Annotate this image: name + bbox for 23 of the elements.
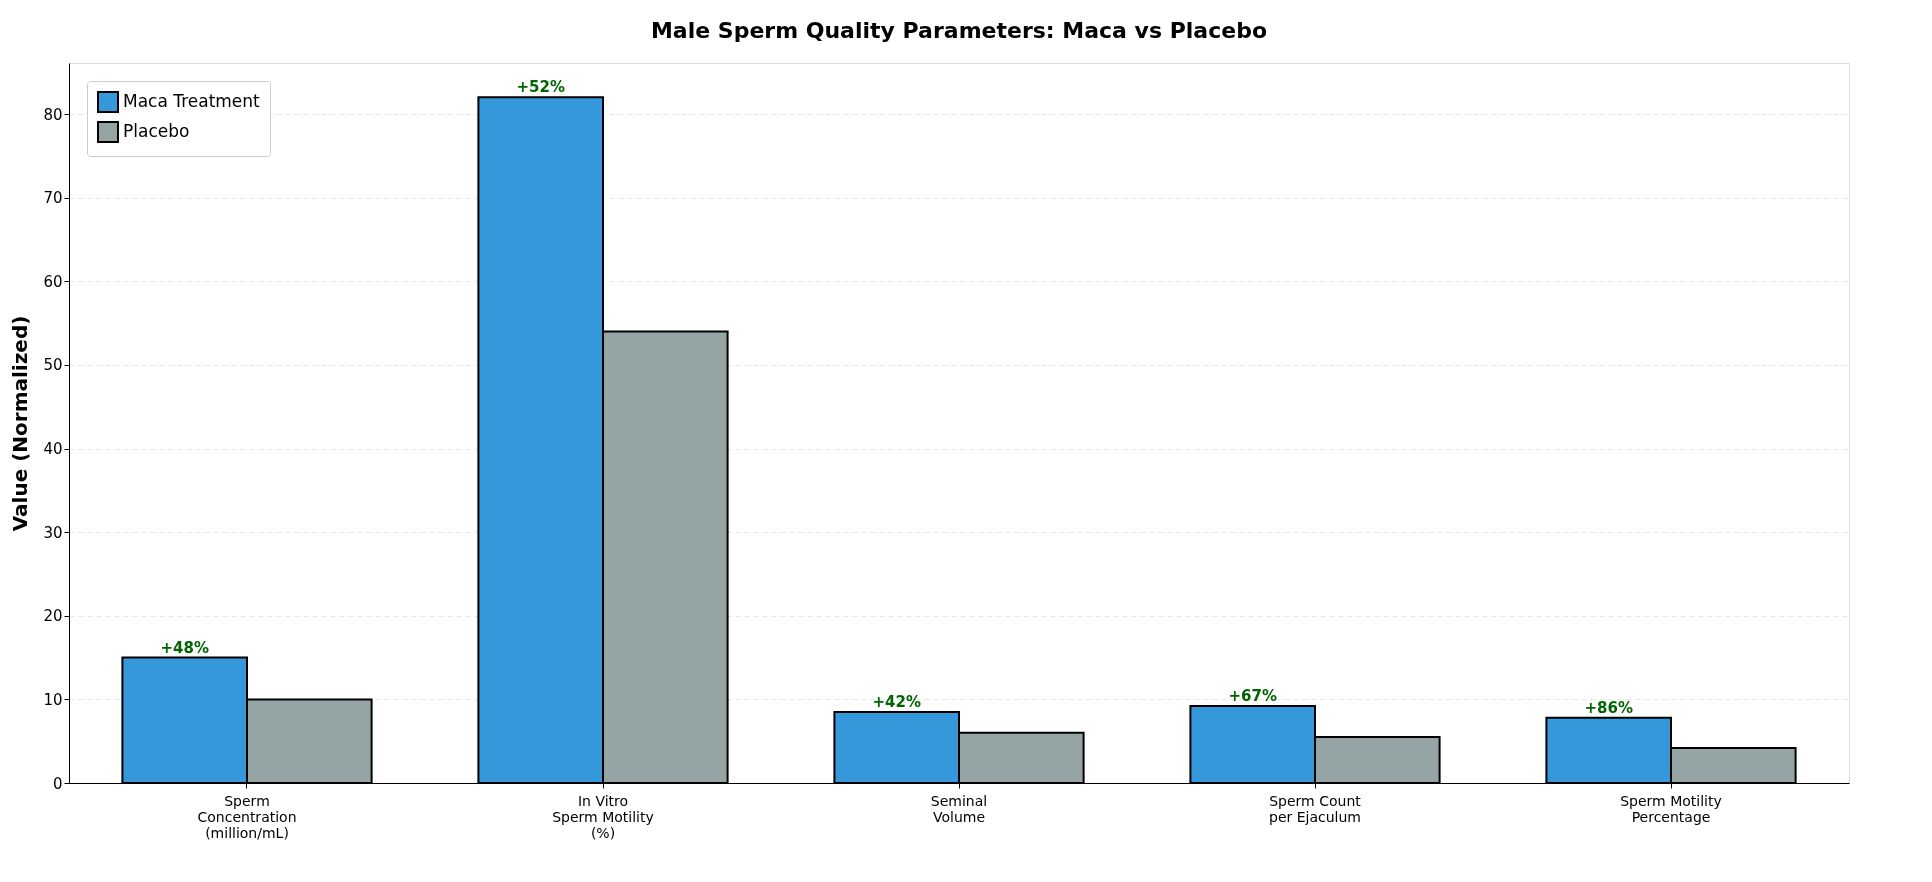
y-tick-label: 0: [52, 774, 63, 793]
annotation: +42%: [872, 692, 921, 711]
legend-label: Maca Treatment: [123, 91, 261, 111]
y-tick-label: 80: [43, 105, 63, 124]
annotation: +52%: [516, 78, 565, 97]
annotation: +86%: [1584, 698, 1633, 717]
x-tick-label: Sperm Motility Percentage: [1620, 792, 1722, 825]
y-tick-label: 70: [43, 189, 63, 208]
x-tick-label: Sperm Concentration (million/mL): [197, 792, 297, 841]
x-tick-label: Sperm Count per Ejaculum: [1269, 792, 1362, 825]
y-axis-title: Value (Normalized): [8, 315, 33, 532]
y-tick-label: 60: [43, 272, 63, 291]
y-tick-label: 10: [43, 690, 63, 709]
y-tick-label: 50: [43, 356, 63, 375]
legend-label: Placebo: [123, 121, 190, 141]
annotation: +48%: [160, 638, 209, 657]
x-tick-label: Seminal Volume: [930, 792, 988, 825]
y-tick-label: 20: [43, 607, 63, 626]
chart-title: Male Sperm Quality Parameters: Maca vs Placebo: [650, 18, 1268, 43]
x-tick-label: In Vitro Sperm Motility (%): [552, 792, 654, 841]
y-tick-label: 40: [43, 440, 63, 459]
annotation: +67%: [1228, 687, 1277, 706]
y-tick-label: 30: [43, 523, 63, 542]
